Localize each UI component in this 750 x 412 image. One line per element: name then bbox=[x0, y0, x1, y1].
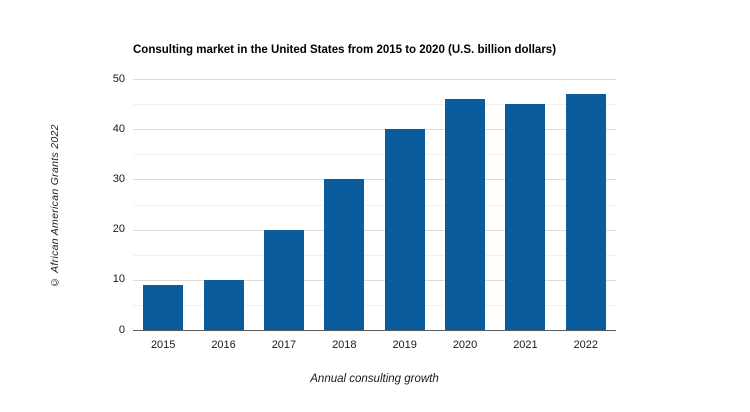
bar-2015 bbox=[143, 284, 184, 330]
x-axis-line bbox=[133, 329, 616, 331]
bar-2016 bbox=[203, 279, 244, 330]
copyright-watermark: © African American Grants 2022 bbox=[49, 124, 61, 288]
minor-gridline bbox=[133, 304, 616, 306]
x-tick-label-2016: 2016 bbox=[211, 339, 236, 351]
bar-2021 bbox=[505, 104, 546, 330]
y-tick-label-40: 40 bbox=[112, 122, 125, 135]
minor-gridline bbox=[133, 204, 616, 206]
minor-gridline bbox=[133, 254, 616, 256]
major-gridline bbox=[133, 79, 616, 80]
major-gridline bbox=[133, 179, 616, 181]
y-tick-label-30: 30 bbox=[112, 172, 125, 185]
plot-area bbox=[133, 79, 616, 331]
minor-gridline bbox=[133, 154, 616, 156]
major-gridline bbox=[133, 129, 616, 131]
minor-gridline bbox=[133, 104, 616, 106]
x-tick-label-2017: 2017 bbox=[271, 339, 297, 351]
y-tick-label-50: 50 bbox=[112, 72, 125, 85]
x-tick-label-2021: 2021 bbox=[513, 339, 538, 351]
x-tick-label-2018: 2018 bbox=[332, 339, 357, 351]
y-tick-label-0: 0 bbox=[118, 323, 125, 336]
bar-2022 bbox=[565, 94, 606, 330]
y-tick-label-20: 20 bbox=[112, 223, 125, 236]
x-tick-label-2015: 2015 bbox=[150, 339, 176, 351]
x-tick-label-2019: 2019 bbox=[392, 339, 417, 351]
major-gridline bbox=[133, 229, 616, 231]
y-tick-label-10: 10 bbox=[112, 273, 125, 286]
x-tick-label-2022: 2022 bbox=[573, 339, 599, 351]
x-tick-label-2020: 2020 bbox=[452, 339, 478, 351]
bar-2019 bbox=[384, 129, 425, 330]
chart-title: Consulting market in the United States f… bbox=[133, 44, 557, 56]
bar-2018 bbox=[324, 179, 365, 330]
bar-2017 bbox=[263, 229, 304, 330]
bar-2020 bbox=[445, 99, 486, 330]
major-gridline bbox=[133, 279, 616, 281]
x-axis-title: Annual consulting growth bbox=[310, 373, 439, 385]
